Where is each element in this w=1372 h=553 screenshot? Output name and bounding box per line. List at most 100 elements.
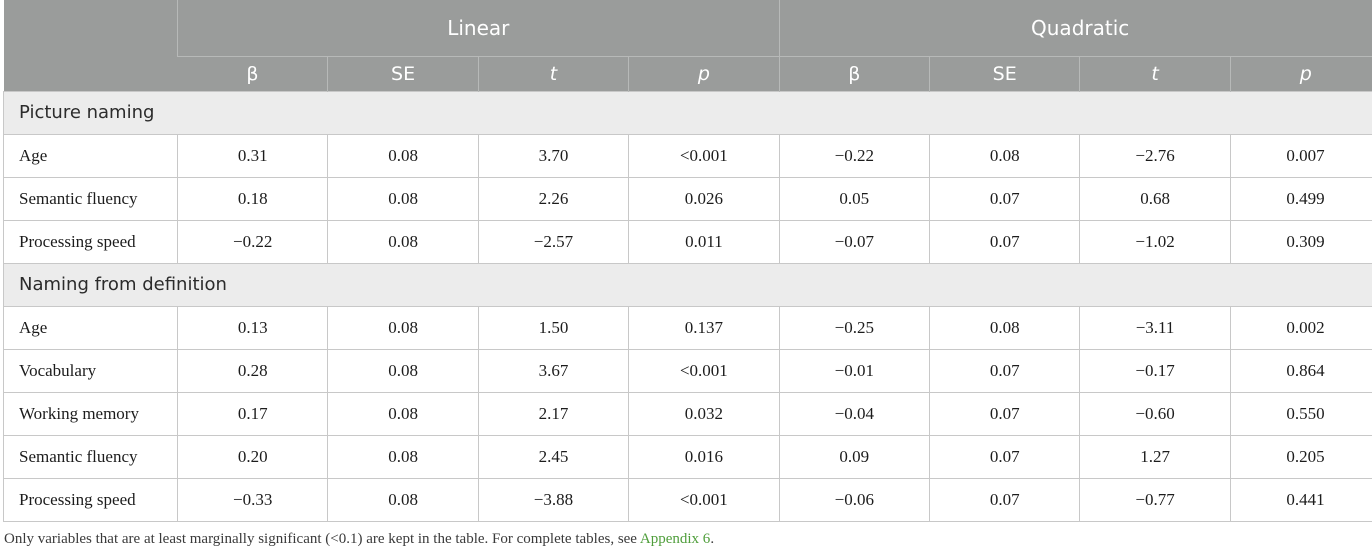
table-row: Processing speed −0.33 0.08 −3.88 <0.001 −0.0… [3,477,1372,522]
table-cell: 0.08 [327,219,479,264]
table-cell: 0.441 [1229,477,1372,522]
table-cell: 0.08 [327,305,479,350]
col-header-quadratic-p: p [1229,55,1372,91]
table-cell: 0.08 [327,477,479,522]
table-cell: 3.70 [477,133,630,178]
table-cell: 0.05 [778,176,931,221]
table-cell: −0.77 [1079,477,1231,522]
table-row: Age 0.13 0.08 1.50 0.137 −0.25 0.08 −3.11 0.002 [3,305,1372,350]
col-header-linear-p: p [628,55,780,91]
table-cell: 0.026 [628,176,780,221]
table-cell: 0.20 [176,434,329,479]
table-cell: 0.007 [1229,133,1372,178]
table-cell: 0.18 [176,176,329,221]
table-row: Working memory 0.17 0.08 2.17 0.032 −0.04 0.07… [3,391,1372,436]
table-cell: 0.68 [1079,176,1231,221]
table-cell: 0.309 [1229,219,1372,264]
table-cell: 0.08 [327,348,479,393]
col-header-linear-se: SE [327,55,479,91]
table-cell: 0.07 [928,434,1081,479]
table-cell: −0.25 [778,305,931,350]
table-cell: −0.07 [778,219,931,264]
table-cell: 0.08 [327,176,479,221]
table-cell: −0.22 [778,133,931,178]
table-cell: 0.31 [176,133,329,178]
group-header-row: Linear Quadratic [3,0,1372,91]
group-header-linear: Linear [177,0,780,56]
table-cell: 0.08 [928,305,1081,350]
row-label: Age [3,305,178,350]
table-cell: 1.50 [477,305,630,350]
table-row: Vocabulary 0.28 0.08 3.67 <0.001 −0.01 0.07 −0.… [3,348,1372,393]
table-cell: 1.27 [1079,434,1231,479]
table-cell: 0.08 [327,391,479,436]
table-footnote: Only variables that are at least margina… [4,531,714,548]
row-label: Semantic fluency [3,434,178,479]
row-label: Semantic fluency [3,176,178,221]
col-header-linear-beta: β [177,55,328,91]
table-cell: 0.032 [628,391,780,436]
section-header-row: Naming from definition [2,262,1372,307]
section-header-row: Picture naming [2,90,1372,135]
group-header-quadratic: Quadratic [778,0,1372,56]
corner-cell [3,0,178,91]
table-cell: 0.016 [628,434,780,479]
table-cell: 2.17 [477,391,630,436]
table-cell: 0.09 [778,434,931,479]
col-header-quadratic-t: t [1079,55,1231,91]
table-cell: −0.01 [778,348,931,393]
table-cell: 0.011 [628,219,780,264]
table-cell: 0.08 [327,133,479,178]
table-row: Age 0.31 0.08 3.70 <0.001 −0.22 0.08 −2.76 0.007 [3,133,1372,178]
table-cell: 0.07 [928,176,1081,221]
table-cell: 0.550 [1229,391,1372,436]
table-cell: −0.04 [778,391,931,436]
table-cell: −3.11 [1079,305,1231,350]
table-cell: −2.76 [1079,133,1231,178]
table-cell: 0.07 [928,219,1081,264]
section-title: Naming from definition [2,262,1372,307]
column-header-row: β SE t p β SE t p [4,55,1372,91]
col-header-linear-t: t [477,55,629,91]
table-cell: −0.33 [176,477,329,522]
table-cell: −0.06 [778,477,931,522]
table-body: Picture naming Age 0.31 0.08 3.70 <0.001 −0.22… [2,90,1372,522]
table-cell: 0.13 [176,305,329,350]
table-cell: <0.001 [628,348,780,393]
row-label: Age [3,133,178,178]
appendix-link[interactable]: Appendix 6 [639,531,711,547]
row-label: Processing speed [3,477,178,522]
table-cell: 0.002 [1229,305,1372,350]
table-cell: 0.137 [628,305,780,350]
col-header-quadratic-se: SE [928,55,1080,91]
table-cell: 0.864 [1229,348,1372,393]
table-cell: −2.57 [477,219,630,264]
table-cell: <0.001 [628,133,780,178]
table-cell: 2.26 [477,176,630,221]
table-row: Semantic fluency 0.18 0.08 2.26 0.026 0.05 0.0… [3,176,1372,221]
table-cell: 0.28 [176,348,329,393]
table-row: Semantic fluency 0.20 0.08 2.45 0.016 0.09 0.0… [3,434,1372,479]
row-label: Processing speed [3,219,178,264]
table-cell: 2.45 [477,434,630,479]
col-header-quadratic-beta: β [778,55,930,91]
table-cell: 3.67 [477,348,630,393]
table-cell: <0.001 [628,477,780,522]
table-cell: 0.499 [1229,176,1372,221]
results-table-container: Linear Quadratic β SE t p β SE t p Pictu… [2,0,1372,522]
table-cell: 0.07 [928,391,1081,436]
table-row: Processing speed −0.22 0.08 −2.57 0.011 −0.07… [3,219,1372,264]
table-cell: −0.17 [1079,348,1231,393]
regression-results-table: Linear Quadratic β SE t p β SE t p Pictu… [2,0,1372,522]
table-cell: −1.02 [1079,219,1231,264]
table-cell: 0.08 [928,133,1081,178]
table-cell: −0.60 [1079,391,1231,436]
table-cell: 0.17 [176,391,329,436]
table-cell: 0.205 [1229,434,1372,479]
footnote-end: . [710,531,715,547]
table-cell: 0.07 [928,348,1081,393]
footnote-text: Only variables that are at least margina… [4,531,640,547]
section-title: Picture naming [2,90,1372,135]
row-label: Working memory [3,391,178,436]
table-cell: −3.88 [477,477,630,522]
